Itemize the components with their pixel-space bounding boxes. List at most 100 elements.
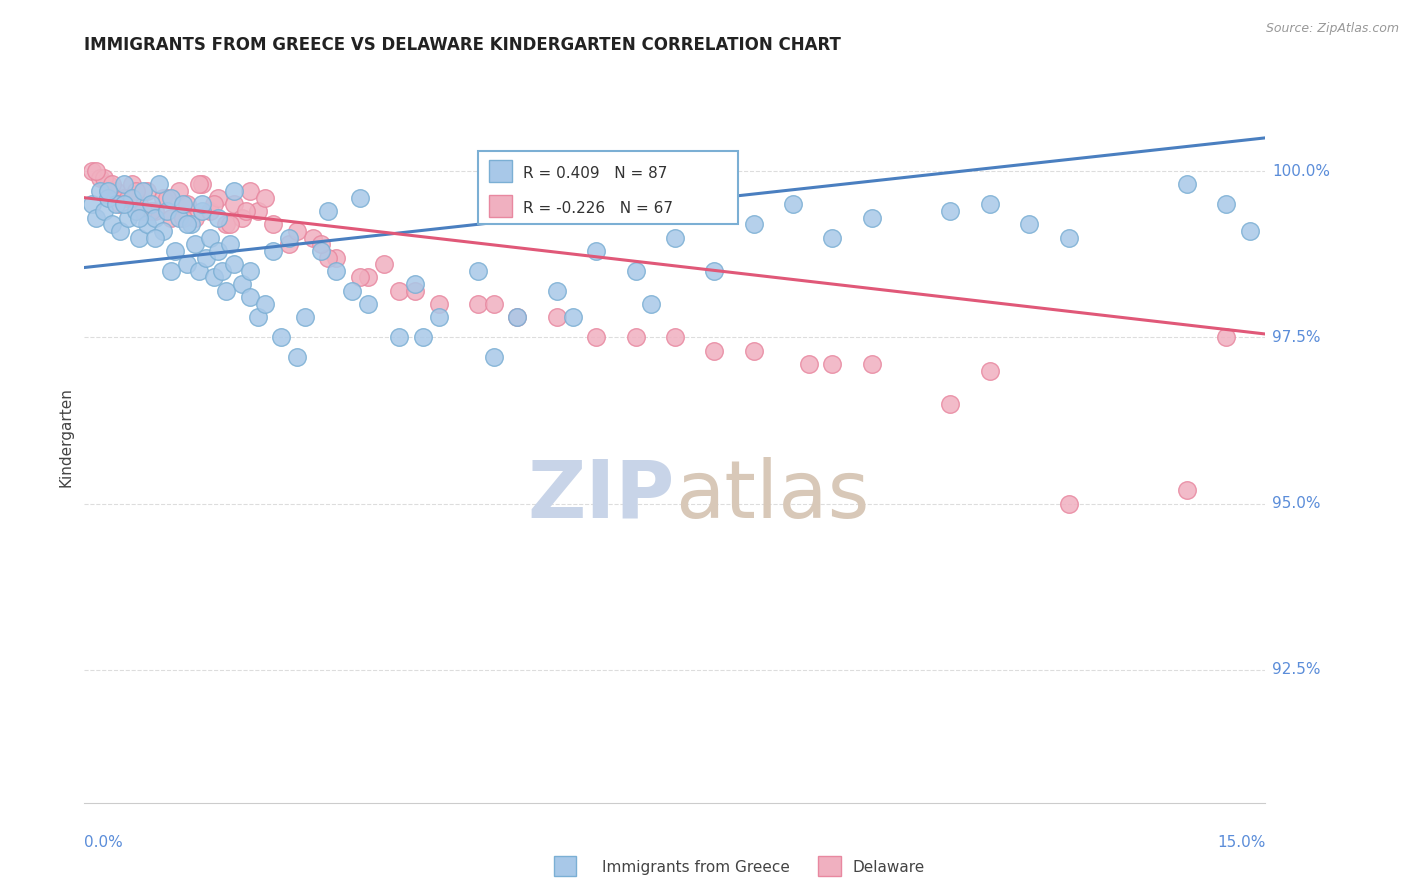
Point [191, 197, 214, 211]
Point [124, 204, 146, 219]
Point [121, 178, 143, 192]
Text: 15.0%: 15.0% [1218, 836, 1265, 850]
Point [482, 351, 505, 365]
Point [703, 264, 725, 278]
Point [373, 257, 395, 271]
Point [585, 330, 607, 344]
Point [128, 230, 150, 244]
Point [427, 310, 450, 325]
Point [143, 230, 166, 244]
Point [939, 397, 962, 411]
Point [101, 178, 124, 192]
Point [200, 204, 222, 219]
Point [640, 297, 662, 311]
Point [231, 211, 253, 225]
Point [167, 211, 190, 225]
Point [703, 343, 725, 358]
Text: Immigrants from Greece: Immigrants from Greece [602, 860, 790, 874]
Point [239, 264, 262, 278]
Point [112, 178, 135, 192]
Text: Source: ZipAtlas.com: Source: ZipAtlas.com [1265, 22, 1399, 36]
Text: atlas: atlas [675, 457, 869, 534]
Point [325, 251, 347, 265]
Point [200, 230, 222, 244]
Point [325, 264, 347, 278]
Point [124, 184, 146, 198]
Point [108, 224, 131, 238]
Point [340, 284, 363, 298]
Point [1018, 217, 1040, 231]
Point [742, 217, 765, 231]
Point [101, 217, 124, 231]
Point [1215, 197, 1237, 211]
Point [156, 204, 179, 219]
Point [821, 230, 844, 244]
Point [546, 284, 568, 298]
Point [219, 217, 242, 231]
Point [93, 204, 115, 219]
Point [246, 204, 269, 219]
Point [89, 184, 111, 198]
Point [309, 237, 332, 252]
Point [821, 357, 844, 371]
Point [128, 211, 150, 225]
Point [979, 197, 1001, 211]
Point [482, 297, 505, 311]
Point [235, 204, 257, 219]
Text: R = -0.226   N = 67: R = -0.226 N = 67 [523, 201, 673, 216]
Point [412, 330, 434, 344]
Point [239, 290, 262, 304]
Point [176, 257, 198, 271]
Point [506, 310, 529, 325]
Point [84, 211, 107, 225]
Point [207, 211, 229, 225]
Point [112, 191, 135, 205]
Point [357, 297, 380, 311]
Point [117, 191, 139, 205]
Point [152, 224, 174, 238]
Point [183, 211, 205, 225]
Point [143, 204, 166, 219]
Point [860, 357, 883, 371]
Point [262, 244, 284, 258]
Point [121, 191, 143, 205]
Point [782, 197, 804, 211]
Point [239, 184, 262, 198]
Text: ZIP: ZIP [527, 457, 675, 534]
Point [148, 178, 170, 192]
Text: 92.5%: 92.5% [1272, 663, 1320, 677]
Point [388, 330, 411, 344]
Point [742, 343, 765, 358]
Text: 100.0%: 100.0% [1272, 163, 1330, 178]
Point [1057, 497, 1080, 511]
Point [160, 264, 183, 278]
Point [624, 330, 647, 344]
Point [262, 217, 284, 231]
Point [561, 310, 583, 325]
Text: 0.0%: 0.0% [84, 836, 124, 850]
Text: 95.0%: 95.0% [1272, 496, 1320, 511]
Point [187, 178, 209, 192]
Point [222, 197, 245, 211]
Point [246, 310, 269, 325]
Point [141, 204, 163, 219]
Point [202, 270, 225, 285]
Point [860, 211, 883, 225]
Point [128, 197, 150, 211]
Point [202, 197, 225, 211]
Point [1175, 178, 1198, 192]
Point [195, 251, 218, 265]
Point [132, 204, 155, 219]
Point [285, 351, 308, 365]
Point [219, 237, 242, 252]
Point [979, 363, 1001, 377]
Point [624, 264, 647, 278]
Point [467, 297, 489, 311]
Point [231, 277, 253, 292]
Point [404, 277, 426, 292]
Point [172, 197, 194, 211]
Text: R = 0.409   N = 87: R = 0.409 N = 87 [523, 166, 668, 180]
Text: Delaware: Delaware [852, 860, 924, 874]
Point [132, 184, 155, 198]
Point [254, 297, 277, 311]
